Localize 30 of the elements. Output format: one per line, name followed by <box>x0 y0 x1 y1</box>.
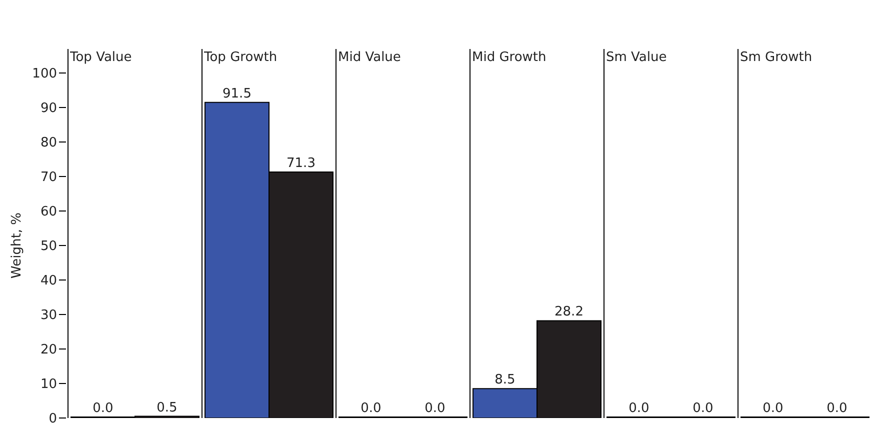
data-label: 28.2 <box>554 304 584 320</box>
x-tick-label: Top Growth <box>203 50 278 65</box>
y-tick-label: 0 <box>48 412 57 427</box>
y-tick-label: 70 <box>40 170 57 186</box>
data-label: 0.0 <box>692 401 714 416</box>
data-label: 8.5 <box>494 372 516 388</box>
y-tick-label: 90 <box>40 101 57 116</box>
x-tick-label: Sm Value <box>606 50 667 65</box>
data-label: 0.0 <box>360 401 382 416</box>
data-label: 91.5 <box>222 86 252 102</box>
x-tick-label: Mid Growth <box>472 50 546 65</box>
y-tick-label: 50 <box>40 239 57 254</box>
y-tick-label: 100 <box>32 66 57 82</box>
y-tick-label: 60 <box>40 204 57 220</box>
y-tick-label: 80 <box>40 136 57 151</box>
y-tick-label: 20 <box>40 342 57 358</box>
x-tick-label: Sm Growth <box>740 50 812 65</box>
y-axis-title: Weight, % <box>10 212 25 278</box>
data-label: 0.0 <box>92 401 114 416</box>
x-tick-label: Top Value <box>69 50 132 65</box>
data-label: 0.0 <box>762 401 784 416</box>
data-label: 71.3 <box>286 156 316 172</box>
y-tick-label: 10 <box>40 377 57 392</box>
x-tick-label: Mid Value <box>338 50 401 65</box>
data-label: 0.0 <box>826 401 848 416</box>
data-label: 0.0 <box>424 401 446 416</box>
y-tick-label: 40 <box>40 274 57 289</box>
data-label: 0.0 <box>628 401 650 416</box>
data-label: 0.5 <box>156 400 178 416</box>
y-tick-label: 30 <box>40 308 57 324</box>
